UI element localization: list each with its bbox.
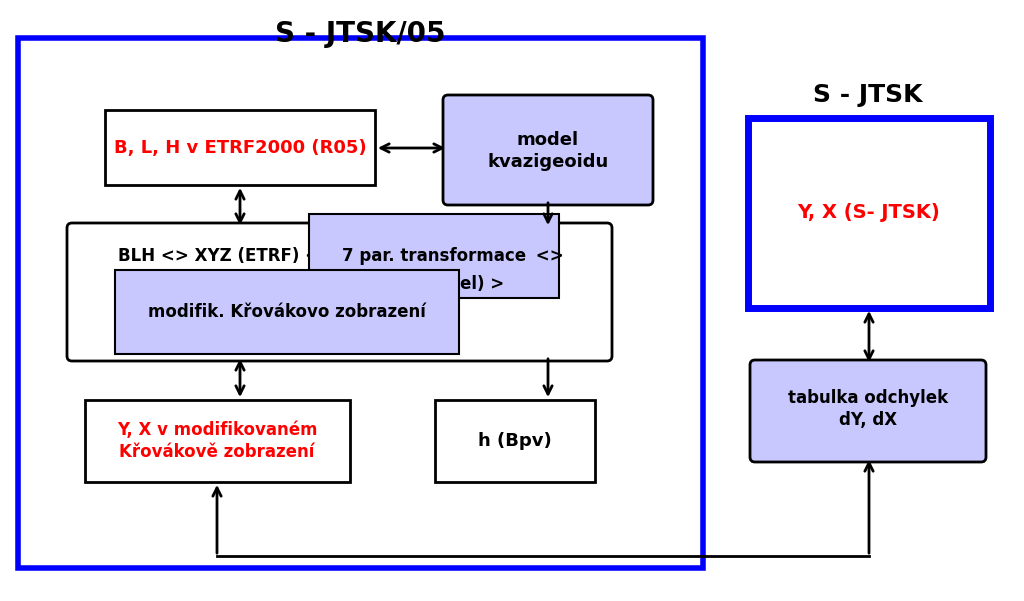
Text: modifik. Křovákovo zobrazení: modifik. Křovákovo zobrazení [148,303,426,321]
Text: Y, X (S- JTSK): Y, X (S- JTSK) [798,204,940,222]
Bar [85,400,350,482]
Text: kvazigeoidu: kvazigeoidu [487,153,608,171]
FancyBboxPatch shape [443,95,653,205]
Text: dY, dX: dY, dX [839,411,897,429]
Text: Y, X v modifikovaném: Y, X v modifikovaném [117,421,317,439]
Text: S - JTSK/05: S - JTSK/05 [274,20,445,48]
FancyBboxPatch shape [750,360,986,462]
Text: BLH <> XYZ (ETRF) <>: BLH <> XYZ (ETRF) <> [118,247,339,265]
Text: tabulka odchylek: tabulka odchylek [787,389,948,407]
Text: <> XYZ (Bessel) <> BLH (Bessel) >: <> XYZ (Bessel) <> BLH (Bessel) > [174,275,504,293]
Bar [748,118,990,308]
Text: Křovákově zobrazení: Křovákově zobrazení [120,443,314,461]
Text: B, L, H v ETRF2000 (R05): B, L, H v ETRF2000 (R05) [114,139,367,157]
Text: h (Bpv): h (Bpv) [478,432,552,450]
Text: model: model [517,131,579,149]
Bar [105,110,375,185]
Text: <>: <> [530,247,564,265]
Text: 7 par. transformace: 7 par. transformace [342,247,526,265]
Text: <>: <> [120,303,154,321]
FancyBboxPatch shape [67,223,612,361]
Bar [18,38,703,568]
Bar [435,400,595,482]
Text: S - JTSK: S - JTSK [813,83,923,107]
